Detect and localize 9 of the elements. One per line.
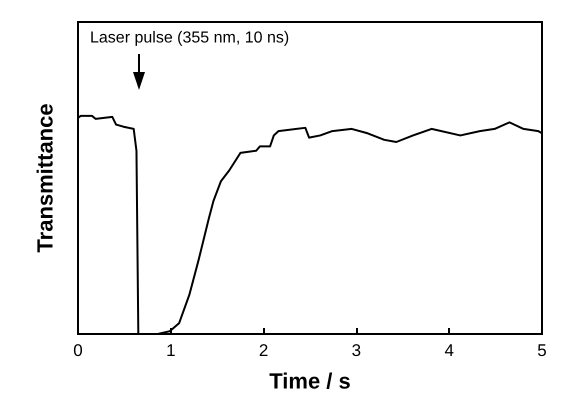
x-tick-label: 1 xyxy=(166,341,176,360)
x-tick-label: 3 xyxy=(352,341,362,360)
x-axis-title: Time / s xyxy=(269,368,351,394)
text: Laser pulse (355 nm, 10 ns) xyxy=(90,30,290,46)
y-axis-title: Transmittance xyxy=(32,103,58,253)
x-tick-label: 0 xyxy=(73,341,83,360)
x-tick-label: 4 xyxy=(444,341,454,360)
x-tick-label: 5 xyxy=(537,341,547,360)
x-tick-label: 2 xyxy=(258,341,268,360)
